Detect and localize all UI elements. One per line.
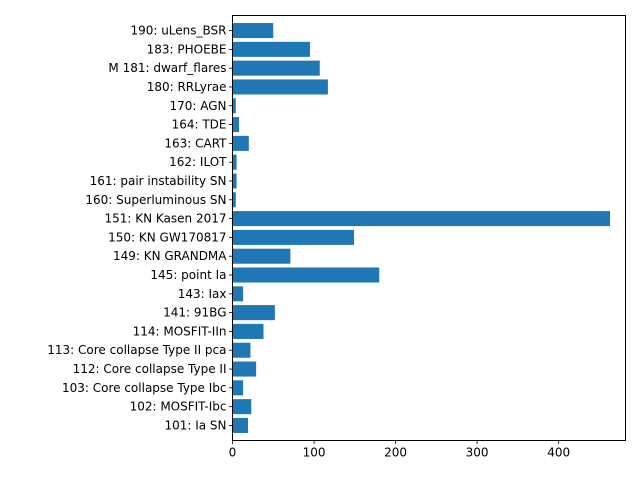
bar [232, 248, 291, 264]
bar [232, 117, 240, 133]
y-tick-label: 163: CART [164, 136, 227, 150]
y-tick-label: 190: uLens_BSR [130, 24, 226, 38]
y-tick-label: 150: KN GW170817 [108, 230, 226, 244]
y-tick-label: 102: MOSFIT-Ibc [130, 400, 227, 414]
y-tick-label: 183: PHOEBE [147, 42, 227, 56]
bar [232, 399, 252, 415]
bar [232, 211, 611, 227]
y-tick-label: 151: KN Kasen 2017 [104, 212, 226, 226]
bar [232, 342, 251, 358]
y-tick-label: 103: Core collapse Type Ibc [62, 381, 227, 395]
bar [232, 79, 328, 95]
bar [232, 173, 237, 189]
x-tick-label: 300 [466, 446, 489, 460]
y-tick-label: 164: TDE [172, 118, 227, 132]
bars-group [232, 23, 611, 433]
bar [232, 192, 236, 208]
plot-frame [232, 15, 626, 441]
bar [232, 154, 237, 170]
y-tick-label: 162: ILOT [169, 155, 227, 169]
bar [232, 305, 275, 321]
bar [232, 361, 257, 377]
y-tick-label: 170: AGN [169, 99, 226, 113]
y-tick-label: 113: Core collapse Type II pca [47, 343, 226, 357]
y-ticks-group: 190: uLens_BSR 183: PHOEBE M 181: dwarf_fl… [47, 24, 233, 432]
y-tick-label: 160: Superluminous SN [85, 193, 226, 207]
x-ticks-group: 0 100 200 300 400 [229, 440, 570, 460]
x-tick-label: 0 [229, 446, 237, 460]
y-tick-label: 149: KN GRANDMA [113, 249, 227, 263]
bar [232, 135, 249, 151]
y-tick-label: M 181: dwarf_flares [108, 61, 226, 75]
y-tick-label: 145: point Ia [150, 268, 226, 282]
y-tick-label: 143: Iax [178, 287, 227, 301]
bar [232, 323, 264, 339]
bar [232, 267, 380, 283]
y-tick-label: 112: Core collapse Type II [73, 362, 227, 376]
bar [232, 286, 244, 302]
y-tick-label: 101: Ia SN [164, 418, 226, 432]
bar [232, 417, 248, 433]
x-tick-label: 400 [547, 446, 570, 460]
bar [232, 98, 236, 114]
bar [232, 229, 354, 245]
bar [232, 41, 310, 57]
bar [232, 60, 320, 76]
bar [232, 380, 244, 396]
bar [232, 23, 274, 39]
y-tick-label: 161: pair instability SN [90, 174, 227, 188]
x-tick-label: 100 [303, 446, 326, 460]
y-tick-label: 141: 91BG [163, 306, 226, 320]
x-tick-label: 200 [384, 446, 407, 460]
y-tick-label: 180: RRLyrae [147, 80, 227, 94]
y-tick-label: 114: MOSFIT-IIn [133, 324, 227, 338]
